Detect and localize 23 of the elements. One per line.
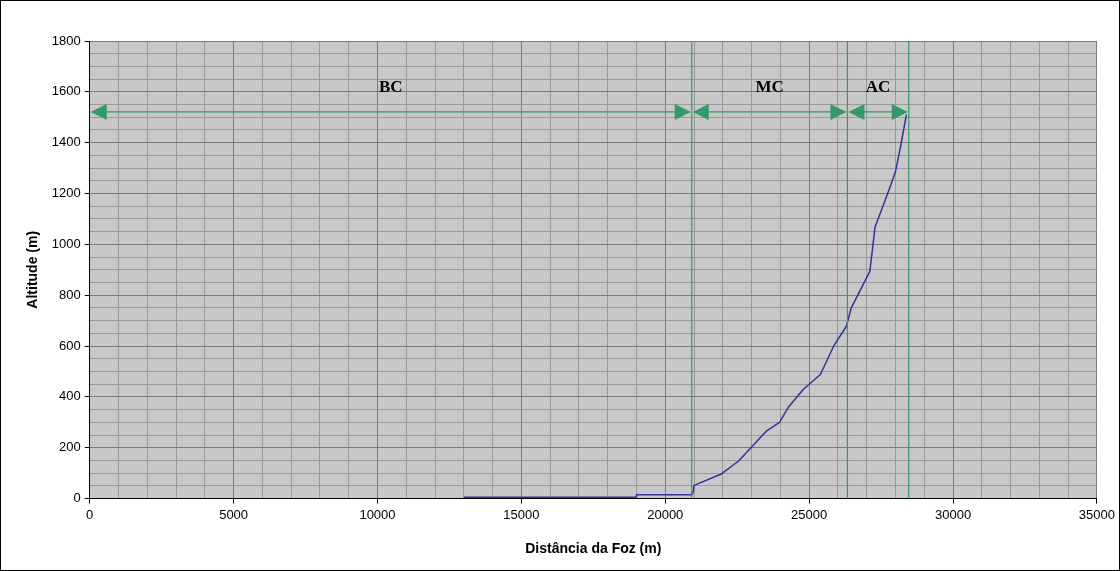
- annotation: AC: [865, 77, 891, 97]
- x-tick-label: 10000: [359, 506, 396, 522]
- x-tick-label: 25000: [791, 506, 828, 522]
- y-tick-label: 800: [59, 286, 81, 302]
- x-tick-label: 5000: [219, 506, 249, 522]
- x-tick-label: 20000: [647, 506, 684, 522]
- annotation: BC: [378, 77, 403, 97]
- x-tick-label: 30000: [934, 506, 972, 522]
- y-tick-label: 1400: [51, 134, 81, 150]
- annotation: MC: [755, 77, 784, 97]
- y-tick-label: 1800: [51, 32, 81, 48]
- x-tick-label: 0: [86, 506, 94, 522]
- y-tick-label: 1600: [51, 83, 81, 99]
- y-tick-label: 400: [59, 388, 81, 404]
- x-tick-label: 35000: [1078, 506, 1115, 522]
- y-tick-label: 1200: [51, 185, 81, 201]
- x-tick-label: 15000: [503, 506, 540, 522]
- y-tick-label: 200: [59, 439, 81, 455]
- y-axis-title: Altitude (m): [24, 230, 41, 309]
- y-tick-label: 600: [59, 337, 81, 353]
- y-tick-label: 1000: [51, 235, 81, 251]
- x-axis-title: Distância da Foz (m): [525, 540, 662, 557]
- y-tick-label: 0: [73, 490, 81, 506]
